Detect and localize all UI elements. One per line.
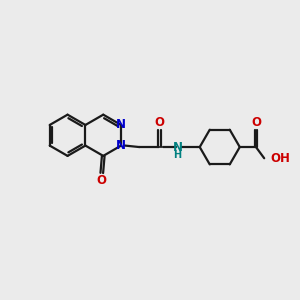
Text: O: O bbox=[251, 116, 261, 129]
Text: N: N bbox=[116, 139, 126, 152]
Text: H: H bbox=[174, 150, 182, 160]
Text: O: O bbox=[97, 174, 107, 188]
Text: O: O bbox=[154, 116, 164, 129]
Text: OH: OH bbox=[271, 152, 291, 165]
Text: N: N bbox=[116, 118, 126, 131]
Text: N: N bbox=[172, 141, 183, 154]
